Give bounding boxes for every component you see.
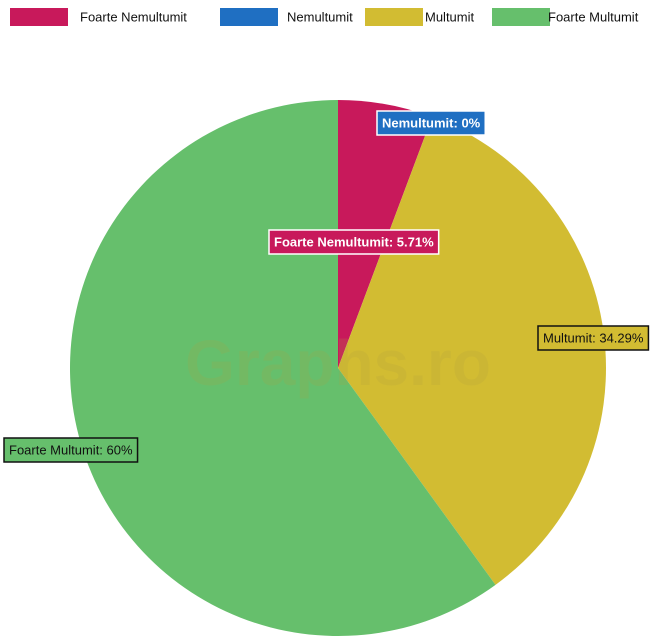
legend-label: Foarte Nemultumit [80, 9, 187, 24]
legend-swatch [220, 8, 278, 26]
watermark: Graphs.ro [185, 327, 491, 399]
data-label-box [376, 110, 486, 136]
data-label-box [268, 229, 440, 255]
data-label: Foarte Multumit: 60% [9, 442, 133, 457]
legend-label: Multumit [425, 9, 475, 24]
data-label: Foarte Nemultumit: 5.71% [274, 234, 434, 249]
data-labels: Foarte Nemultumit: 5.71% Nemultumit: 0% Mu… [3, 110, 650, 463]
pie-slice [70, 100, 496, 636]
legend-swatch [365, 8, 423, 26]
data-label: Multumit: 34.29% [543, 330, 644, 345]
data-label-box [537, 325, 650, 351]
data-label: Nemultumit: 0% [382, 115, 481, 130]
legend: Foarte Nemultumit Nemultumit Multumit Foart… [10, 8, 639, 26]
legend-swatch [10, 8, 68, 26]
data-label-box [3, 437, 139, 463]
legend-label: Nemultumit [287, 9, 353, 24]
legend-swatch [492, 8, 550, 26]
legend-label: Foarte Multumit [548, 9, 639, 24]
